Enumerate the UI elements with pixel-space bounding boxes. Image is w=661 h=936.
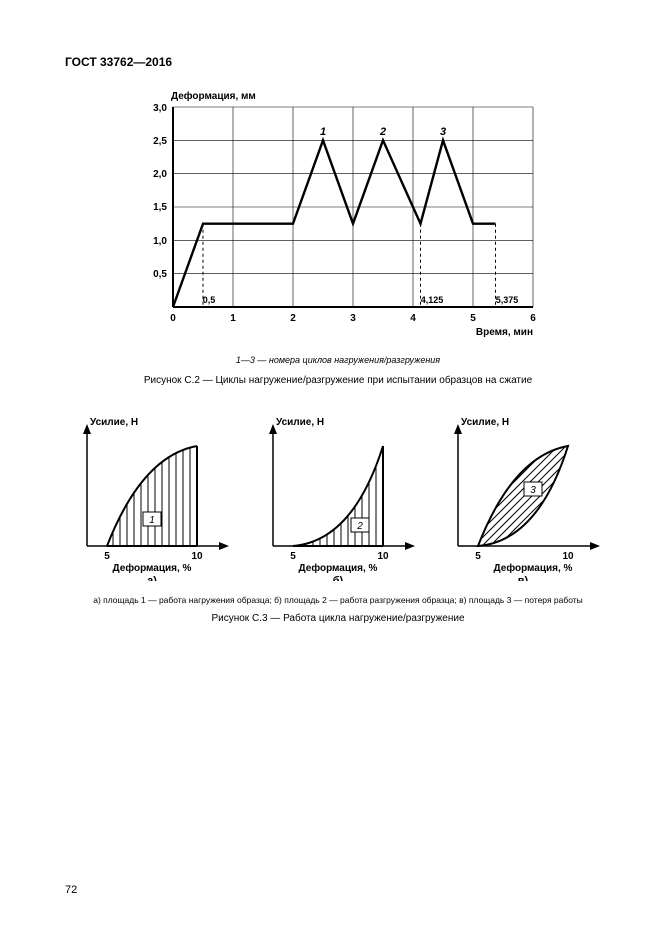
c3b-sub: б) — [332, 575, 343, 581]
c2-legend-note: 1—3 — номера циклов нагружения/разгружен… — [65, 355, 611, 365]
c3c-x-title: Деформация, % — [494, 562, 573, 574]
c2-caption: Рисунок С.2 — Циклы нагружение/разгружен… — [65, 375, 611, 386]
c2-x-title: Время, мин — [476, 327, 533, 338]
c3a-x-title: Деформация, % — [113, 562, 192, 574]
y-tick-1: 1,0 — [153, 236, 167, 247]
c3b-xtick-10: 10 — [377, 551, 389, 562]
x-tick-2: 2 — [290, 313, 296, 324]
y-tick-4: 2,5 — [153, 136, 167, 147]
c2-y-title: Деформация, мм — [171, 90, 256, 102]
c3a-xtick-10: 10 — [191, 551, 203, 562]
cycle-label-3: 3 — [440, 126, 446, 138]
x-tick-6: 6 — [530, 313, 536, 324]
x-tick-0: 0 — [170, 313, 176, 324]
figure-c2: 1 2 3 0 1 2 3 4 5 6 0,5 4,125 5,375 0,5 — [123, 87, 553, 347]
c3-area-label-c: 3 — [530, 485, 536, 496]
x-extra-c: 5,375 — [496, 295, 519, 305]
c3-caption: Рисунок С.3 — Работа цикла нагружение/ра… — [65, 613, 611, 624]
c3c-xtick-5: 5 — [475, 551, 481, 562]
x-tick-3: 3 — [350, 313, 356, 324]
figure-c3-a: 1 5 10 Усилие, Н Деформация, % а) — [65, 416, 240, 581]
c3a-y-title: Усилие, Н — [90, 417, 138, 428]
y-tick-3: 2,0 — [153, 169, 167, 180]
x-tick-4: 4 — [410, 313, 416, 324]
page-number: 72 — [65, 884, 77, 896]
x-extra-b: 4,125 — [421, 295, 444, 305]
c3c-xtick-10: 10 — [562, 551, 574, 562]
x-tick-5: 5 — [470, 313, 476, 324]
c3-area-label-a: 1 — [149, 515, 155, 526]
y-tick-2: 1,5 — [153, 202, 167, 213]
doc-header: ГОСТ 33762—2016 — [65, 55, 611, 69]
y-tick-0: 0,5 — [153, 269, 167, 280]
c3a-xtick-5: 5 — [104, 551, 110, 562]
figure-c3-c: 3 5 10 Усилие, Н Деформация, % в) — [436, 416, 611, 581]
cycle-label-2: 2 — [379, 126, 386, 138]
y-tick-5: 3,0 — [153, 103, 167, 114]
cycle-label-1: 1 — [320, 126, 326, 138]
c3c-sub: в) — [518, 575, 529, 581]
c3b-xtick-5: 5 — [290, 551, 296, 562]
x-extra-a: 0,5 — [203, 295, 216, 305]
c3b-x-title: Деформация, % — [298, 562, 377, 574]
c3c-y-title: Усилие, Н — [461, 417, 509, 428]
c3a-sub: а) — [147, 575, 157, 581]
c3b-y-title: Усилие, Н — [276, 417, 324, 428]
x-tick-1: 1 — [230, 313, 236, 324]
figure-c3-b: 2 5 10 Усилие, Н Деформация, % б) — [251, 416, 426, 581]
c3-sub-note: а) площадь 1 — работа нагружения образца… — [65, 595, 611, 605]
c3-area-label-b: 2 — [356, 521, 363, 532]
figure-c3-row: 1 5 10 Усилие, Н Деформация, % а) — [65, 416, 611, 581]
